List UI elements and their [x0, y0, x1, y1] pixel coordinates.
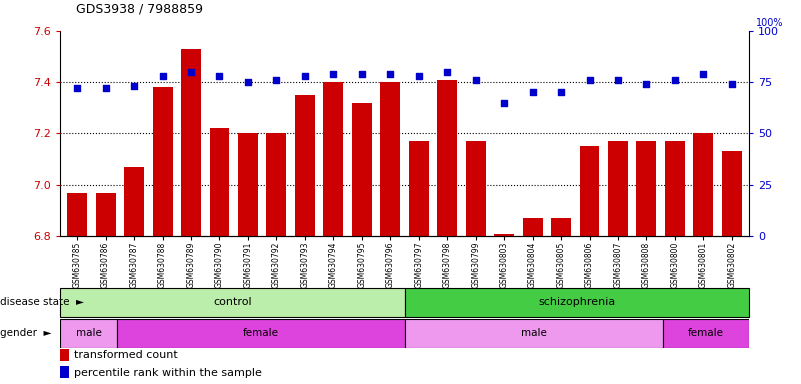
Bar: [409, 141, 429, 236]
Point: [554, 89, 567, 95]
Point: [213, 73, 226, 79]
Text: male: male: [521, 328, 546, 338]
Point: [726, 81, 739, 87]
Bar: [722, 151, 742, 236]
Bar: [405, 319, 663, 348]
Bar: [352, 103, 372, 236]
Point: [640, 81, 653, 87]
Text: control: control: [213, 297, 252, 308]
Point: [413, 73, 425, 79]
Text: schizophrenia: schizophrenia: [538, 297, 615, 308]
Point: [184, 69, 197, 75]
Bar: [60, 366, 69, 379]
Bar: [238, 134, 258, 236]
Bar: [95, 192, 115, 236]
Point: [70, 85, 83, 91]
Text: 100%: 100%: [756, 18, 783, 28]
Text: GDS3938 / 7988859: GDS3938 / 7988859: [76, 2, 203, 15]
Bar: [295, 95, 315, 236]
Point: [384, 71, 396, 77]
Bar: [637, 141, 657, 236]
Point: [299, 73, 312, 79]
Bar: [181, 49, 201, 236]
Point: [526, 89, 539, 95]
Bar: [380, 82, 400, 236]
Bar: [210, 128, 229, 236]
Bar: [437, 79, 457, 236]
Point: [469, 77, 482, 83]
Bar: [118, 319, 405, 348]
Bar: [465, 141, 485, 236]
Bar: [60, 319, 118, 348]
Bar: [324, 82, 344, 236]
Text: disease state  ►: disease state ►: [0, 297, 84, 308]
Bar: [152, 87, 172, 236]
Bar: [267, 134, 287, 236]
Bar: [124, 167, 144, 236]
Point: [669, 77, 682, 83]
Text: transformed count: transformed count: [74, 350, 178, 360]
Text: gender  ►: gender ►: [0, 328, 51, 338]
Bar: [665, 141, 685, 236]
Point: [327, 71, 340, 77]
Point: [497, 99, 510, 106]
Point: [697, 71, 710, 77]
Bar: [67, 192, 87, 236]
Bar: [405, 288, 749, 317]
Bar: [551, 218, 571, 236]
Point: [99, 85, 112, 91]
Point: [612, 77, 625, 83]
Bar: [694, 134, 714, 236]
Point: [270, 77, 283, 83]
Text: female: female: [243, 328, 279, 338]
Bar: [608, 141, 628, 236]
Point: [156, 73, 169, 79]
Bar: [663, 319, 749, 348]
Bar: [494, 233, 514, 236]
Point: [242, 79, 255, 85]
Bar: [580, 146, 599, 236]
Point: [127, 83, 140, 89]
Text: percentile rank within the sample: percentile rank within the sample: [74, 367, 262, 377]
Point: [583, 77, 596, 83]
Point: [441, 69, 453, 75]
Text: male: male: [76, 328, 102, 338]
Bar: [60, 349, 69, 361]
Bar: [522, 218, 542, 236]
Bar: [60, 288, 405, 317]
Text: female: female: [688, 328, 724, 338]
Point: [356, 71, 368, 77]
